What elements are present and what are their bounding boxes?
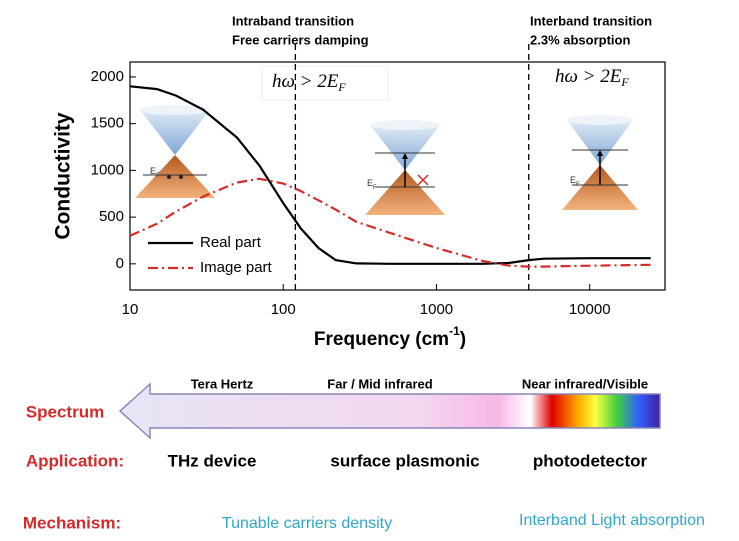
x-tick-label: 10000 [569, 301, 611, 318]
cone-diagram [365, 120, 445, 215]
application: THz device [168, 451, 257, 470]
fermi-label: EF [367, 178, 377, 190]
annotation: Interband transition [530, 13, 652, 28]
band-diagrams [135, 105, 638, 215]
x-tick-label: 100 [271, 301, 296, 318]
formula-text: hω > 2E [555, 66, 622, 87]
x-tick-label: 1000 [420, 301, 453, 318]
spectrum-band: Tera Hertz [191, 376, 254, 391]
legend-label: Image part [200, 259, 273, 276]
x-axis-label-text: Frequency (cm [314, 329, 449, 350]
annotation: Intraband transition [232, 13, 354, 28]
series-line [129, 177, 651, 268]
formula-sub: F [620, 75, 629, 89]
x-axis-label: Frequency (cm-1) [314, 324, 466, 350]
spectrum-band: Near infrared/Visible [522, 376, 648, 391]
fermi-label: EF [570, 175, 580, 187]
fermi-text: E [570, 175, 576, 185]
formula-box [261, 65, 389, 101]
annotation: 2.3% absorption [530, 32, 630, 47]
fermi-text: E [367, 178, 373, 188]
application: surface plasmonic [330, 451, 479, 470]
mechanism: Interband Light absorption [519, 512, 705, 529]
x-tick-label: 10 [122, 301, 139, 318]
plot-frame [129, 61, 666, 291]
y-tick-label: 2000 [91, 68, 124, 85]
cone-diagram [562, 115, 638, 210]
formula: hω > 2EF [272, 71, 346, 93]
annotation: Free carriers damping [232, 32, 369, 47]
row-label: Mechanism: [23, 513, 121, 532]
fermi-sub: F [373, 185, 377, 191]
legend-label: Real part [200, 234, 262, 251]
x-axis-label-sup: -1 [449, 324, 460, 338]
x-axis-label-end: ) [460, 329, 466, 350]
formula-sub: F [337, 80, 346, 94]
cone-diagram [135, 105, 215, 198]
y-tick-label: 500 [99, 208, 124, 225]
fermi-sub: F [156, 173, 160, 179]
series-line [129, 85, 651, 265]
y-tick-label: 1000 [91, 161, 124, 178]
spectrum-title: Spectrum [26, 402, 104, 421]
fermi-label: EF [150, 166, 160, 178]
y-tick-label: 0 [116, 255, 124, 272]
formula-text: hω > 2E [272, 71, 339, 92]
y-axis-label: Conductivity [52, 112, 75, 239]
y-tick-label: 1500 [91, 115, 124, 132]
spectrum-arrow [118, 382, 661, 440]
application: photodetector [533, 451, 648, 470]
mechanism: Tunable carriers density [222, 515, 392, 532]
fermi-sub: F [576, 182, 580, 188]
row-label: Application: [26, 451, 124, 470]
fermi-text: E [150, 166, 156, 176]
formula: hω > 2EF [555, 66, 629, 88]
spectrum-band: Far / Mid infrared [327, 376, 433, 391]
